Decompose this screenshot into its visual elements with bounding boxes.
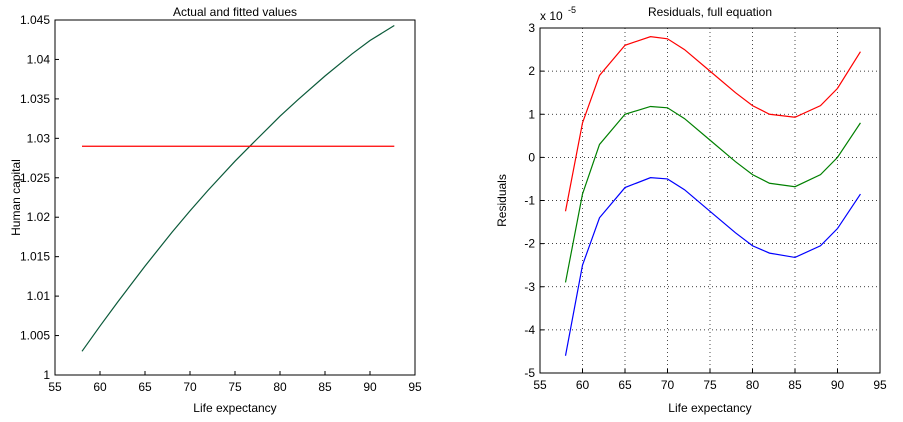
y-tick-label: 1.04	[27, 52, 51, 66]
x-tick-label: 80	[273, 380, 287, 394]
x-tick-label: 65	[138, 380, 152, 394]
x-tick-label: 95	[873, 378, 887, 392]
y-scale-exponent: -5	[568, 5, 576, 15]
x-tick-label: 70	[183, 380, 197, 394]
x-tick-label: 60	[93, 380, 107, 394]
y-tick-label: -3	[524, 280, 535, 294]
x-tick-label: 60	[576, 378, 590, 392]
y-axis-label: Residuals	[495, 174, 509, 227]
x-tick-label: 90	[831, 378, 845, 392]
x-tick-label: 85	[788, 378, 802, 392]
y-tick-label: 1.015	[20, 250, 50, 264]
y-tick-label: 1.005	[20, 329, 50, 343]
y-tick-label: -4	[524, 323, 535, 337]
x-tick-label: 75	[228, 380, 242, 394]
x-axis-label: Life expectancy	[668, 401, 751, 415]
y-tick-label: 3	[528, 21, 535, 35]
y-tick-label: 1.02	[27, 210, 51, 224]
x-tick-label: 55	[533, 378, 547, 392]
y-tick-label: 1.035	[20, 92, 50, 106]
y-tick-label: 1	[43, 368, 50, 382]
y-tick-label: -1	[524, 194, 535, 208]
y-scale-label: x 10	[540, 9, 563, 23]
x-tick-label: 80	[746, 378, 760, 392]
x-axis-label: Life expectancy	[193, 401, 276, 415]
y-tick-label: -5	[524, 366, 535, 380]
x-tick-label: 55	[48, 380, 62, 394]
x-tick-label: 75	[703, 378, 717, 392]
y-tick-label: 1.03	[27, 131, 51, 145]
y-tick-label: 2	[528, 64, 535, 78]
y-tick-label: 0	[528, 150, 535, 164]
x-tick-label: 95	[408, 380, 422, 394]
x-tick-label: 70	[661, 378, 675, 392]
chart-title: Residuals, full equation	[648, 5, 772, 19]
y-tick-label: 1.025	[20, 171, 50, 185]
y-tick-label: 1.01	[27, 289, 51, 303]
x-tick-label: 85	[318, 380, 332, 394]
y-tick-label: 1.045	[20, 13, 50, 27]
y-tick-label: -2	[524, 237, 535, 251]
x-tick-label: 90	[363, 380, 377, 394]
chart-title: Actual and fitted values	[173, 5, 297, 19]
y-tick-label: 1	[528, 107, 535, 121]
y-axis-label: Human capital	[9, 159, 23, 236]
x-tick-label: 65	[618, 378, 632, 392]
plot-area	[55, 20, 415, 375]
